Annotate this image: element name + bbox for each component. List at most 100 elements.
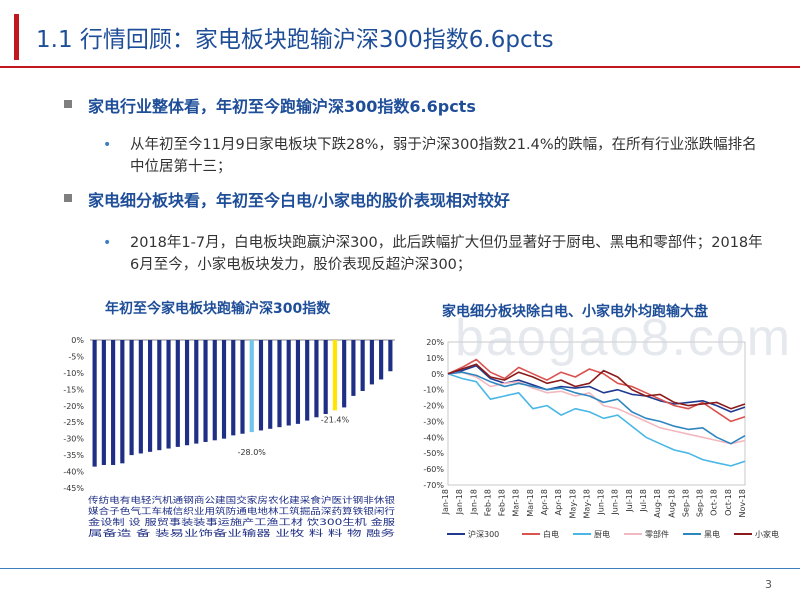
bar	[379, 340, 384, 380]
line-series	[447, 364, 746, 413]
bar-y-tick-label: -35%	[63, 451, 84, 460]
line-x-tick-label: Apr-18	[540, 489, 549, 515]
bullet-square-icon	[64, 194, 72, 202]
line-x-tick-label: Sep-18	[696, 489, 705, 517]
bar	[342, 340, 347, 408]
bar	[360, 340, 365, 391]
line-y-tick-label: 20%	[426, 338, 444, 347]
watermark: baogao8.com	[455, 309, 793, 367]
sub-bullet-dot-icon: •	[103, 137, 112, 153]
bar	[147, 340, 153, 452]
bar	[138, 340, 143, 454]
bar	[166, 340, 171, 449]
bar	[277, 340, 282, 428]
line-y-tick-label: 0%	[431, 370, 444, 379]
legend-label: 黑电	[704, 529, 720, 539]
bar	[92, 340, 97, 467]
bar-y-tick-label: -20%	[63, 402, 84, 411]
line-x-tick-label: May-18	[568, 489, 577, 518]
bar	[231, 340, 236, 436]
bar	[314, 340, 319, 418]
bullet-heading-2: 家电细分板块看，年初至今白电/小家电的股价表现相对较好	[88, 191, 510, 210]
line-x-tick-label: Oct-18	[710, 489, 719, 516]
bar	[194, 340, 199, 444]
bar-category-labels: 金设制 设 服贸事装装事运施产工渔工材 饮300生机 金服	[88, 517, 396, 528]
bar	[111, 340, 116, 465]
line-x-tick-label: Mar-18	[526, 489, 535, 517]
bar	[120, 340, 125, 464]
bar-category-labels: 传纺电有电轻汽机通钢商公建国交家房农化建采食沪医计钢非休银	[88, 495, 396, 506]
legend-label: 厨电	[594, 529, 610, 539]
title-accent	[14, 14, 19, 60]
line-series	[447, 373, 746, 467]
line-x-tick-label: Nov-18	[738, 489, 747, 517]
line-x-tick-label: Jan-18	[469, 489, 478, 515]
bar	[369, 340, 374, 385]
line-x-tick-label: Oct-18	[724, 489, 733, 516]
bar-data-label: -21.4%	[321, 415, 350, 424]
bar-data-label: -28.0%	[238, 448, 267, 457]
bar-y-tick-label: -10%	[63, 369, 84, 378]
bar	[305, 340, 310, 421]
bar	[184, 340, 190, 446]
page-title: 1.1 行情回顾：家电板块跑输沪深300指数6.6pcts	[36, 27, 554, 53]
bar-category-labels: 媒合子色气工车械信织业用筑防通电地林工筑掘品深药算铁银闲行	[88, 506, 396, 517]
line-x-tick-label: Apr-18	[554, 489, 563, 515]
bar	[351, 340, 356, 396]
bar	[203, 340, 208, 442]
line-series	[447, 363, 746, 410]
line-x-tick-label: Jul-18	[625, 489, 634, 513]
line-y-tick-label: -70%	[423, 481, 444, 490]
line-x-tick-label: Feb-18	[498, 489, 507, 516]
bar	[129, 340, 134, 456]
bar	[240, 340, 245, 434]
bullet-heading-1: 家电行业整体看，年初至今跑输沪深300指数6.6pcts	[88, 97, 476, 116]
line-y-tick-label: -30%	[423, 417, 444, 426]
line-y-tick-label: 10%	[426, 354, 444, 363]
bar	[157, 340, 162, 451]
bar	[286, 340, 291, 426]
line-x-tick-label: Aug-18	[653, 489, 662, 518]
line-y-tick-label: -60%	[423, 465, 444, 474]
line-chart-title: 家电细分板块除白电、小家电外均跑输大盘	[442, 304, 708, 320]
bar	[268, 340, 273, 429]
bar-y-tick-label: -5%	[68, 352, 84, 361]
bar-y-tick-label: -15%	[63, 385, 84, 394]
page-number: 3	[765, 578, 772, 591]
line-x-tick-label: May-18	[582, 489, 591, 518]
legend-label: 零部件	[645, 529, 669, 539]
bar	[323, 340, 328, 414]
footer-line	[0, 568, 800, 569]
line-y-tick-label: -20%	[423, 402, 444, 411]
line-series	[447, 371, 746, 445]
line-plot-frame	[447, 341, 746, 486]
line-y-tick-label: -50%	[423, 449, 444, 458]
bar-y-tick-label: 0%	[71, 336, 84, 345]
sub-bullet-dot-icon: •	[103, 235, 112, 251]
line-x-tick-label: Jul-18	[639, 489, 648, 513]
bar	[249, 340, 254, 433]
bar	[388, 340, 393, 372]
bar	[175, 340, 180, 447]
bar	[295, 340, 301, 424]
bar	[258, 340, 264, 431]
bar	[221, 340, 227, 439]
bar-y-tick-label: -45%	[63, 484, 84, 493]
title-bar: 1.1 行情回顾：家电板块跑输沪深300指数6.6pcts	[0, 0, 800, 76]
line-y-tick-label: -40%	[423, 433, 444, 442]
bullet-sub-2: 2018年1-7月，白电板块跑赢沪深300，此后跌幅扩大但仍显著好于厨电、黑电和…	[130, 235, 763, 273]
bar-category-labels: 属备造 备 装易业饰备业输器 业牧 料 料 物 融务	[88, 528, 396, 539]
bar	[212, 340, 217, 441]
line-chart: 20%10%0%-10%-20%-30%-40%-50%-60%-70%Jan-…	[423, 338, 779, 539]
line-x-tick-label: Jun-18	[597, 489, 606, 516]
line-x-tick-label: Sep-18	[681, 489, 690, 517]
bullet-square-icon	[64, 100, 72, 108]
title-underline	[0, 66, 800, 68]
legend-label: 沪深300	[468, 529, 499, 539]
line-x-tick-label: Jan-18	[441, 489, 450, 515]
legend-label: 小家电	[755, 529, 779, 539]
bar-y-tick-label: -30%	[63, 435, 84, 444]
line-x-tick-label: Feb-18	[483, 489, 492, 516]
bar	[101, 340, 106, 465]
line-x-tick-label: Aug-18	[667, 489, 676, 518]
